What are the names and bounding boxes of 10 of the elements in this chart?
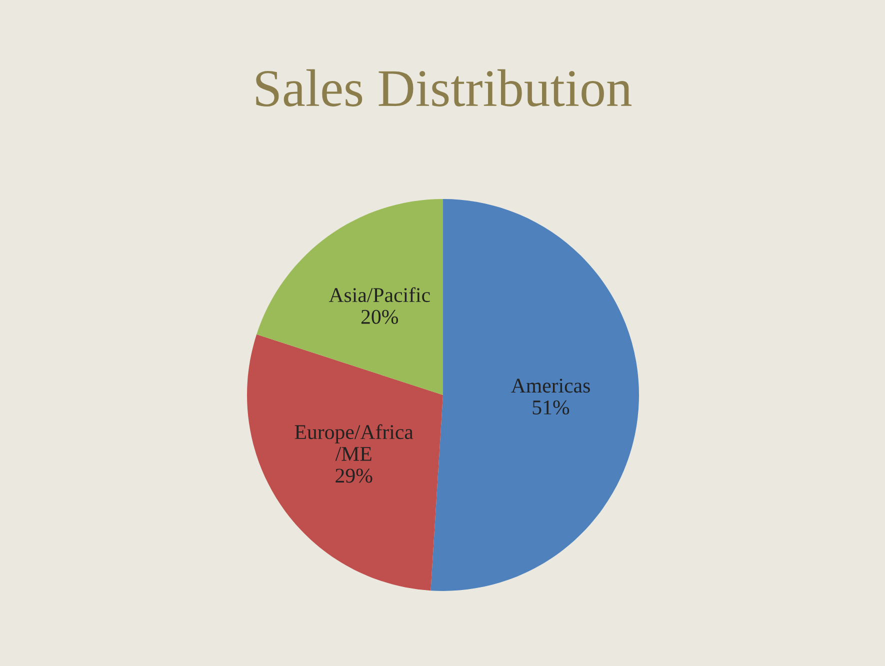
pie-slice [256, 199, 443, 395]
data-label: 51% [532, 400, 570, 415]
chart-title: Sales Distribution [256, 69, 632, 106]
data-label: 20% [361, 310, 398, 324]
pie-slice [247, 334, 443, 591]
data-label: 29% [336, 468, 372, 483]
slice-label: Europe/Africa /ME [294, 424, 414, 461]
slice-label: Asia/Pacific [328, 287, 430, 302]
slice-label: Americas [511, 378, 590, 393]
pie-slice [430, 199, 639, 591]
